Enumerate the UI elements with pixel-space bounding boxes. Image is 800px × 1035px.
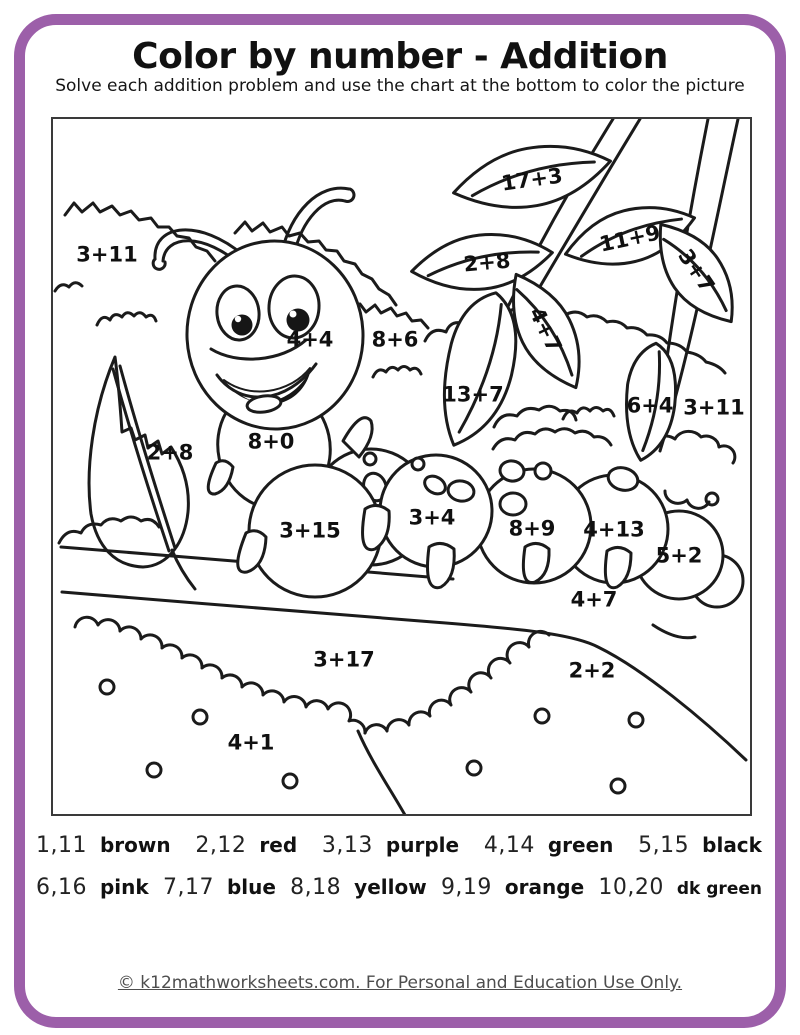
coloring-picture <box>53 119 748 814</box>
key-color-name: black <box>702 833 762 857</box>
math-problem-label: 4+1 <box>227 730 275 755</box>
key-numbers: 9,19 <box>440 875 492 900</box>
tongue <box>245 394 283 414</box>
key-color-name: orange <box>504 875 585 899</box>
color-key-entry: 6,16 pink <box>36 875 149 900</box>
feet <box>206 459 633 590</box>
math-problem-label: 5+2 <box>655 543 703 568</box>
coloring-picture-area: 3+11 17+3 2+8 11+9 3+7 4+7 13+7 6+4 3+11… <box>51 117 752 816</box>
color-key-chart: 1,11 brown 2,12 red 3,13 purple 4,14 gre… <box>36 833 762 917</box>
key-color-name: blue <box>226 875 276 899</box>
key-numbers: 3,13 <box>321 833 373 858</box>
page-title: Color by number - Addition <box>132 36 668 77</box>
key-color-name: yellow <box>354 875 427 899</box>
arm-up <box>341 416 374 459</box>
key-color-name: brown <box>99 833 171 857</box>
color-key-entry: 1,11 brown <box>36 833 171 858</box>
math-problem-label: 2+8 <box>146 440 194 465</box>
key-color-name: red <box>259 833 298 857</box>
branch-leaves <box>410 144 734 462</box>
color-key-entry: 9,19 orange <box>441 875 584 900</box>
head <box>185 239 365 431</box>
key-numbers: 6,16 <box>36 875 87 900</box>
footer: © k12mathworksheets.com. For Personal an… <box>0 973 800 993</box>
key-color-name: dk green <box>676 879 762 899</box>
pebbles <box>98 678 645 795</box>
color-key-entry: 10,20 dk green <box>598 875 762 900</box>
key-color-name: pink <box>99 875 149 899</box>
ground-leaf <box>87 355 197 591</box>
left-pupil <box>231 314 253 336</box>
math-problem-label: 8+9 <box>508 516 556 541</box>
color-key-entry: 8,18 yellow <box>290 875 427 900</box>
color-key-entry: 7,17 blue <box>163 875 276 900</box>
mouth <box>215 362 318 414</box>
math-problem-label: 3+15 <box>279 518 341 543</box>
math-problem-label: 6+4 <box>626 393 674 418</box>
color-key-entry: 2,12 red <box>195 833 297 858</box>
key-numbers: 7,17 <box>162 875 214 900</box>
math-problem-label: 8+6 <box>371 327 419 352</box>
math-problem-label: 13+7 <box>442 382 504 407</box>
key-numbers: 5,15 <box>638 833 690 858</box>
segment-2 <box>378 453 494 569</box>
color-key-entry: 5,15 black <box>638 833 762 858</box>
key-numbers: 10,20 <box>598 875 664 900</box>
color-key-entry: 4,14 green <box>484 833 614 858</box>
key-numbers: 1,11 <box>36 833 87 858</box>
color-key-entry: 3,13 purple <box>322 833 459 858</box>
page-subtitle: Solve each addition problem and use the … <box>55 76 745 96</box>
math-problem-label: 4+7 <box>570 587 618 612</box>
math-problem-label: 4+4 <box>286 327 334 352</box>
key-numbers: 2,12 <box>195 833 247 858</box>
footer-credit-link[interactable]: © k12mathworksheets.com. For Personal an… <box>117 973 683 993</box>
math-problem-label: 2+8 <box>462 248 512 277</box>
math-problem-label: 3+4 <box>408 505 456 530</box>
key-color-name: purple <box>385 833 460 857</box>
key-numbers: 4,14 <box>483 833 535 858</box>
color-key-row: 6,16 pink 7,17 blue 8,18 yellow 9,19 ora… <box>36 875 762 900</box>
math-problem-label: 3+11 <box>683 395 745 420</box>
math-problem-label: 3+17 <box>313 647 375 672</box>
color-key-row: 1,11 brown 2,12 red 3,13 purple 4,14 gre… <box>36 833 762 858</box>
brow-line <box>209 338 308 361</box>
math-problem-label: 2+2 <box>568 658 616 683</box>
math-problem-label: 3+11 <box>76 242 138 267</box>
math-problem-label: 4+13 <box>583 517 645 542</box>
caterpillar <box>151 186 745 609</box>
key-color-name: green <box>547 833 614 857</box>
math-problem-label: 8+0 <box>247 429 295 454</box>
key-numbers: 8,18 <box>290 875 342 900</box>
